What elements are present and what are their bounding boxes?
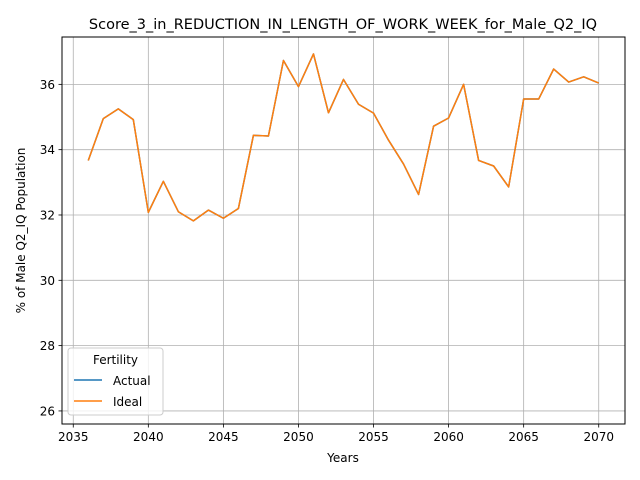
y-tick-label: 36: [40, 78, 55, 92]
y-tick-label: 30: [40, 274, 55, 288]
y-tick-label: 34: [40, 143, 55, 157]
x-tick-label: 2070: [583, 430, 614, 444]
y-tick-label: 26: [40, 404, 55, 418]
x-tick-label: 2065: [508, 430, 539, 444]
x-tick-label: 2060: [433, 430, 464, 444]
x-tick-label: 2035: [58, 430, 89, 444]
y-axis-ticks: 26 28 30 32 34 36: [40, 78, 62, 418]
plot-area-frame: [61, 36, 626, 425]
y-tick-label: 28: [40, 339, 55, 353]
legend-label-actual: Actual: [113, 374, 151, 388]
x-axis-ticks: 2035 2040 2045 2050 2055 2060 2065 2070: [58, 424, 614, 444]
legend-label-ideal: Ideal: [113, 395, 142, 409]
x-tick-label: 2040: [133, 430, 164, 444]
x-tick-label: 2055: [358, 430, 389, 444]
chart-title: Score_3_in_REDUCTION_IN_LENGTH_OF_WORK_W…: [89, 17, 597, 33]
x-tick-label: 2050: [283, 430, 314, 444]
series-line-ideal: [87, 53, 600, 222]
legend: Fertility Actual Ideal: [67, 347, 164, 416]
x-tick-label: 2045: [208, 430, 239, 444]
series-layer: [87, 53, 600, 222]
y-tick-label: 32: [40, 208, 55, 222]
legend-title: Fertility: [93, 353, 138, 367]
x-axis-label: Years: [326, 451, 359, 465]
legend-box: [67, 347, 164, 416]
y-axis-label: % of Male Q2_IQ Population: [14, 148, 28, 314]
